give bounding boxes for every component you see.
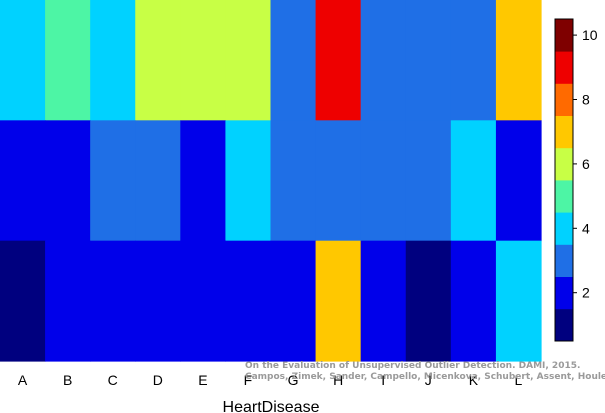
x-tick-label-E: E — [198, 372, 207, 388]
heatmap-cell-F-row2 — [225, 120, 272, 242]
x-axis-title: HeartDisease — [223, 399, 320, 413]
x-tick-label-L: L — [515, 372, 523, 388]
heatmap-cell-J-row3 — [405, 240, 452, 362]
heatmap-cell-D-row3 — [135, 240, 181, 362]
heatmap-cell-C-row2 — [90, 120, 136, 242]
heatmap-cell-G-row2 — [270, 120, 317, 242]
heatmap-cell-D-row2 — [135, 120, 181, 242]
citation-credit: On the Evaluation of Unsupervised Outlie… — [245, 361, 605, 383]
citation-line-2: Campos, Zimek, Sander, Campello, Micenko… — [245, 372, 605, 382]
colorbar-segment-10 — [555, 19, 573, 52]
heatmap-cell-E-row1 — [180, 0, 227, 121]
colorbar-segment-3 — [555, 244, 573, 277]
x-tick-label-J: J — [425, 372, 432, 388]
heatmap-cell-C-row1 — [90, 0, 136, 121]
heatmap-cell-H-row3 — [315, 240, 362, 362]
x-tick-label-K: K — [469, 372, 479, 388]
heatmap-cell-A-row2 — [0, 120, 46, 242]
x-tick-label-F: F — [244, 372, 253, 388]
x-tick-label-D: D — [153, 372, 163, 388]
x-tick-label-H: H — [333, 372, 343, 388]
heatmap-cell-G-row3 — [270, 240, 317, 362]
colorbar-tick-labels: 2 4 6 8 10 — [573, 27, 598, 301]
colorbar-segment-8 — [555, 83, 573, 116]
heatmap-cell-E-row2 — [180, 120, 227, 242]
colorbar-tick-label-10: 10 — [582, 27, 598, 43]
colorbar-segment-1 — [555, 308, 573, 342]
colorbar-segment-6 — [555, 147, 573, 181]
colorbar-tick-label-4: 4 — [582, 220, 590, 236]
heatmap-cell-H-row2 — [315, 120, 362, 242]
x-tick-label-A: A — [18, 372, 28, 388]
colorbar-segment-2 — [555, 276, 573, 310]
heatmap-cell-B-row2 — [45, 120, 91, 242]
colorbar-frame — [554, 18, 574, 342]
heatmap-cell-K-row3 — [450, 240, 497, 362]
x-tick-label-I: I — [381, 372, 385, 388]
heatmap-cell-K-row1 — [450, 0, 497, 121]
heatmap-cell-F-row1 — [225, 0, 272, 121]
x-tick-label-B: B — [63, 372, 72, 388]
heatmap-cell-C-row3 — [90, 240, 136, 362]
x-tick-label-G: G — [288, 372, 299, 388]
heatmap-cell-K-row2 — [450, 120, 497, 242]
heatmap-cell-I-row2 — [360, 120, 407, 242]
colorbar-segment-7 — [555, 115, 573, 149]
colorbar-segment-9 — [555, 51, 573, 84]
heatmap-cells — [0, 0, 542, 362]
citation-line-1: On the Evaluation of Unsupervised Outlie… — [245, 361, 581, 371]
heatmap-cell-A-row1 — [0, 0, 46, 121]
heatmap-cell-B-row3 — [45, 240, 91, 362]
heatmap-cell-B-row1 — [45, 0, 91, 121]
colorbar-tick-label-8: 8 — [582, 92, 590, 108]
heatmap-cell-G-row1 — [270, 0, 317, 121]
colorbar-tick-label-2: 2 — [582, 285, 590, 301]
heatmap-cell-I-row3 — [360, 240, 407, 362]
heatmap-cell-I-row1 — [360, 0, 407, 121]
heatmap-cell-D-row1 — [135, 0, 181, 121]
colorbar-segment-4 — [555, 212, 573, 245]
x-tick-label-C: C — [108, 372, 118, 388]
x-axis-tick-labels: A B C D E F G H I J K L — [18, 372, 523, 388]
heatmap-cell-J-row1 — [405, 0, 452, 121]
heatmap-cell-L-row2 — [495, 120, 542, 242]
heatmap-cell-H-row1 — [315, 0, 362, 121]
heatmap-cell-A-row3 — [0, 240, 46, 362]
heatmap-cell-F-row3 — [225, 240, 272, 362]
colorbar — [554, 18, 574, 342]
heatmap-cell-L-row3 — [495, 240, 542, 362]
heatmap-cell-J-row2 — [405, 120, 452, 242]
heatmap-cell-E-row3 — [180, 240, 227, 362]
colorbar-tick-label-6: 6 — [582, 156, 590, 172]
colorbar-segment-5 — [555, 180, 573, 213]
heatmap-cell-L-row1 — [495, 0, 542, 121]
